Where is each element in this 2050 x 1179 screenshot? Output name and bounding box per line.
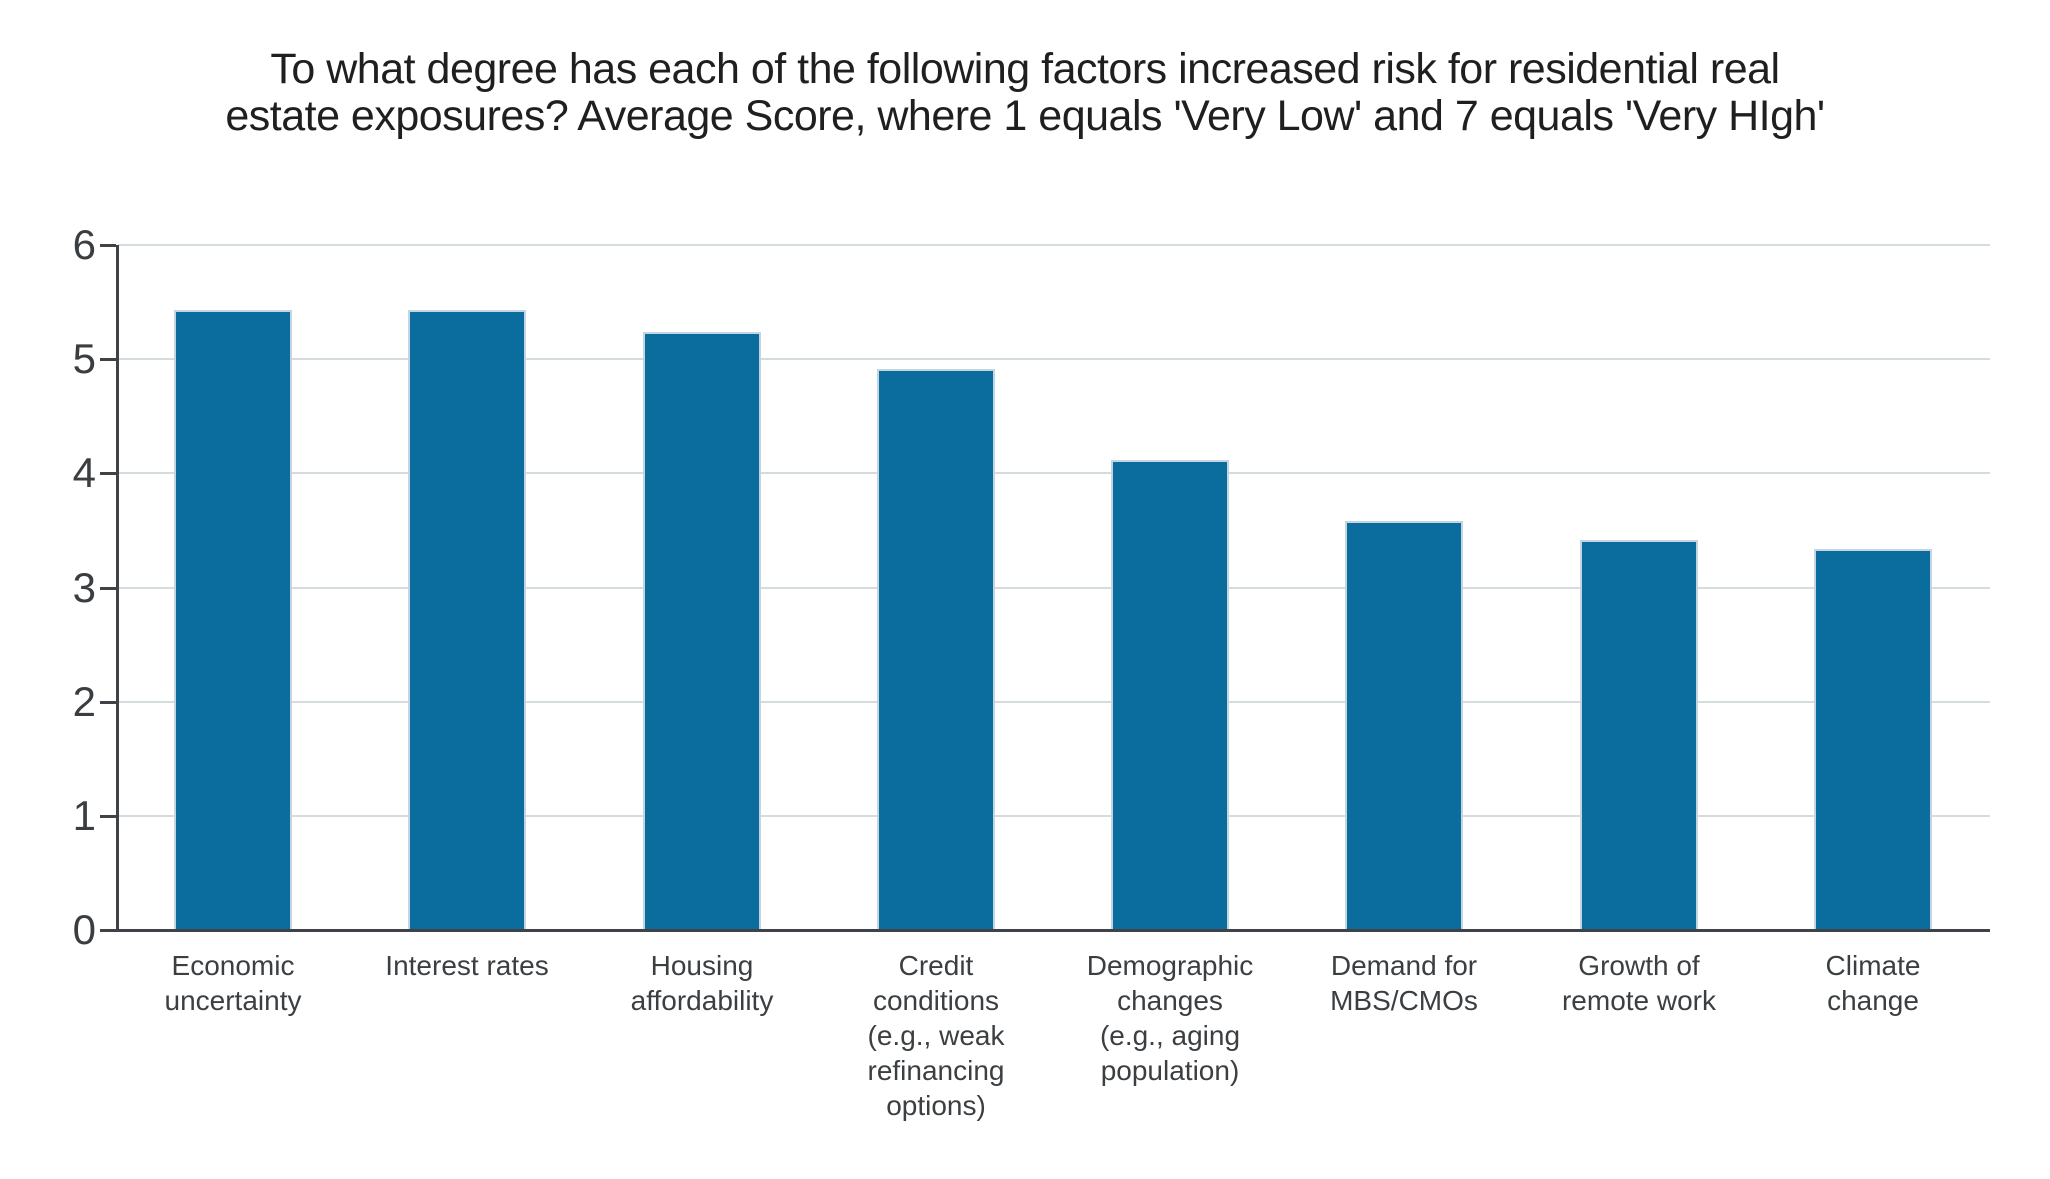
y-tick-label: 3 [72, 563, 96, 611]
y-tick-label: 6 [72, 221, 96, 268]
x-category-label: Economic uncertainty [164, 950, 302, 1016]
y-tick-label: 4 [72, 449, 96, 497]
x-category-label: Housing affordability [630, 950, 774, 1016]
y-tick [100, 472, 116, 476]
bar [1111, 460, 1229, 929]
bar [643, 332, 761, 929]
x-category-label: Interest rates [385, 950, 549, 981]
bar [877, 369, 995, 929]
chart-title-line-2: estate exposures? Average Score, where 1… [225, 92, 1825, 140]
x-category-label: Climate change [1825, 950, 1921, 1016]
bar [1814, 549, 1932, 929]
chart-title: To what degree has each of the following… [0, 46, 2050, 140]
y-tick [100, 244, 116, 247]
chart-title-line-1: To what degree has each of the following… [270, 45, 1780, 93]
y-tick-label: 2 [72, 677, 96, 725]
gridline [118, 358, 1990, 361]
y-tick [100, 814, 116, 818]
y-tick-label: 5 [72, 335, 96, 383]
y-tick [100, 929, 116, 932]
gridline [118, 586, 1990, 589]
y-tick [100, 586, 116, 590]
y-tick [100, 358, 116, 362]
bar [408, 310, 526, 929]
gridline [118, 472, 1990, 475]
y-tick-label: 1 [72, 791, 96, 839]
y-tick-label: 0 [72, 906, 96, 953]
x-category-label: Demographic changes (e.g., aging populat… [1086, 950, 1254, 1086]
gridline [118, 814, 1990, 817]
bar [174, 310, 292, 929]
x-category-label: Demand for MBS/CMOs [1330, 950, 1478, 1016]
bar [1345, 521, 1463, 929]
bar [1580, 540, 1698, 929]
x-category-label: Credit conditions (e.g., weak refinancin… [867, 950, 1005, 1121]
y-axis-line [116, 245, 119, 931]
y-tick [100, 700, 116, 704]
gridline [118, 700, 1990, 703]
x-axis-line [116, 929, 1990, 932]
x-category-label: Growth of remote work [1561, 950, 1717, 1016]
gridline [118, 244, 1990, 246]
